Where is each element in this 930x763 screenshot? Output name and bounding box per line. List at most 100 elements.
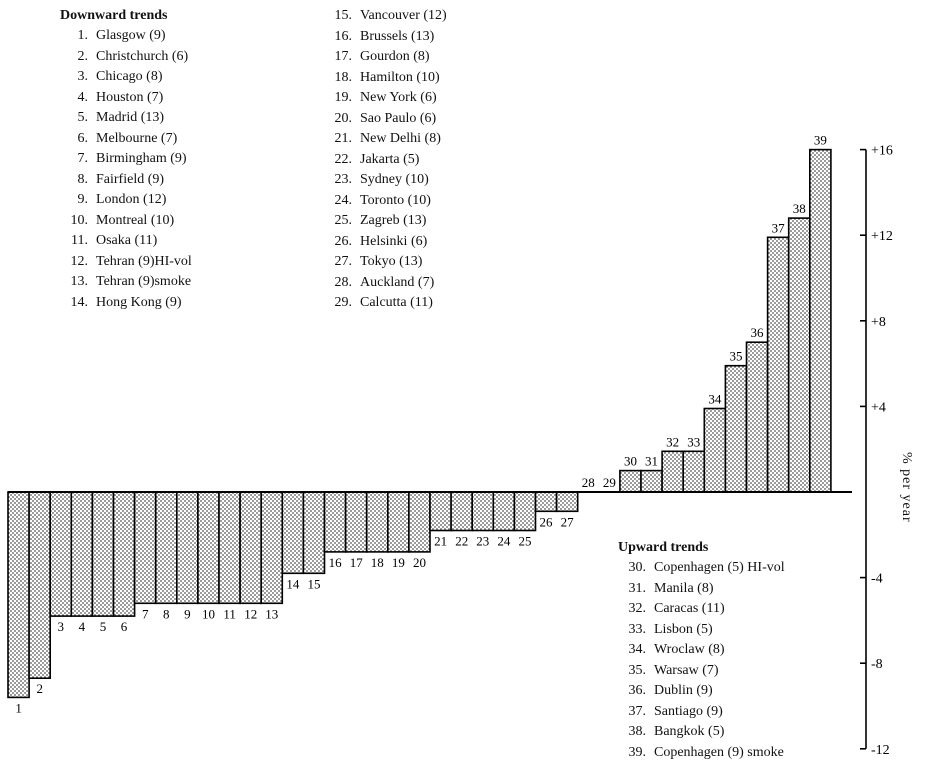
legend-item-number: 25. <box>324 211 360 232</box>
legend-item-label: Copenhagen (5) HI-vol <box>654 558 785 579</box>
legend-item: 2.Christchurch (6) <box>60 47 192 68</box>
bar-label-20: 20 <box>413 555 426 570</box>
bar-label-19: 19 <box>392 555 405 570</box>
legend-item-label: Fairfield (9) <box>96 170 164 191</box>
bar-7 <box>135 492 156 603</box>
legend-item-label: Toronto (10) <box>360 191 431 212</box>
legend-item-label: Christchurch (6) <box>96 47 188 68</box>
legend-item: 37.Santiago (9) <box>618 702 785 723</box>
legend-item-number: 4. <box>60 88 96 109</box>
legend-item-label: London (12) <box>96 190 166 211</box>
legend-item: 38.Bangkok (5) <box>618 722 785 743</box>
legend-item-label: Osaka (11) <box>96 231 157 252</box>
y-tick-label: -12 <box>871 743 890 758</box>
legend-item-number: 38. <box>618 722 654 743</box>
bar-label-27: 27 <box>561 514 575 529</box>
legend-item-label: Warsaw (7) <box>654 661 719 682</box>
legend-item: 19.New York (6) <box>324 88 447 109</box>
bar-label-21: 21 <box>434 534 447 549</box>
legend-item-label: Melbourne (7) <box>96 129 177 150</box>
legend-item-number: 22. <box>324 150 360 171</box>
legend-item-number: 9. <box>60 190 96 211</box>
legend-item-number: 23. <box>324 170 360 191</box>
legend-item: 16.Brussels (13) <box>324 27 447 48</box>
bar-label-39: 39 <box>814 133 827 148</box>
legend-item-label: Hamilton (10) <box>360 68 440 89</box>
bar-label-28: 28 <box>582 475 595 490</box>
legend-item-number: 18. <box>324 68 360 89</box>
legend-item: 17.Gourdon (8) <box>324 47 447 68</box>
bar-4 <box>71 492 92 616</box>
legend-downward-col2: 15.Vancouver (12)16.Brussels (13)17.Gour… <box>324 6 447 314</box>
bar-label-24: 24 <box>497 534 511 549</box>
legend-item-number: 21. <box>324 129 360 150</box>
legend-item-number: 31. <box>618 579 654 600</box>
legend-item-label: Tehran (9)HI-vol <box>96 252 192 273</box>
legend-item: 1.Glasgow (9) <box>60 26 192 47</box>
legend-item-number: 26. <box>324 232 360 253</box>
legend-item: 26.Helsinki (6) <box>324 232 447 253</box>
legend-item-number: 15. <box>324 6 360 27</box>
bar-2 <box>29 492 50 678</box>
legend-item: 28.Auckland (7) <box>324 273 447 294</box>
legend-item: 15.Vancouver (12) <box>324 6 447 27</box>
legend-item-label: Helsinki (6) <box>360 232 427 253</box>
bar-label-7: 7 <box>142 606 149 621</box>
legend-item: 5.Madrid (13) <box>60 108 192 129</box>
y-tick-label: -8 <box>871 657 883 672</box>
bar-11 <box>219 492 240 603</box>
bar-31 <box>641 471 662 492</box>
legend-item-label: Manila (8) <box>654 579 713 600</box>
legend-item-number: 30. <box>618 558 654 579</box>
bar-13 <box>261 492 282 603</box>
bar-10 <box>198 492 219 603</box>
legend-item-number: 19. <box>324 88 360 109</box>
legend-item-number: 32. <box>618 599 654 620</box>
bar-label-26: 26 <box>540 514 554 529</box>
bar-14 <box>282 492 303 573</box>
legend-item-label: New Delhi (8) <box>360 129 441 150</box>
bar-label-31: 31 <box>645 454 658 469</box>
legend-item-number: 13. <box>60 272 96 293</box>
bar-label-2: 2 <box>36 681 43 696</box>
legend-item: 4.Houston (7) <box>60 88 192 109</box>
bar-label-13: 13 <box>265 606 278 621</box>
legend-item-number: 6. <box>60 129 96 150</box>
legend-item-number: 24. <box>324 191 360 212</box>
legend-item-label: Zagreb (13) <box>360 211 426 232</box>
legend-item: 18.Hamilton (10) <box>324 68 447 89</box>
y-tick-label: +8 <box>871 315 886 330</box>
legend-item-number: 36. <box>618 681 654 702</box>
bar-20 <box>409 492 430 552</box>
legend-item-number: 14. <box>60 293 96 314</box>
bar-34 <box>704 409 725 493</box>
bar-1 <box>8 492 29 697</box>
legend-item-number: 34. <box>618 640 654 661</box>
legend-item: 14.Hong Kong (9) <box>60 293 192 314</box>
legend-item-number: 35. <box>618 661 654 682</box>
legend-item-label: Calcutta (11) <box>360 293 433 314</box>
bar-33 <box>683 451 704 492</box>
legend-item: 27.Tokyo (13) <box>324 252 447 273</box>
bar-37 <box>768 237 789 492</box>
legend-item: 22.Jakarta (5) <box>324 150 447 171</box>
y-tick-label: +4 <box>871 400 886 415</box>
legend-item-number: 7. <box>60 149 96 170</box>
bar-16 <box>325 492 346 552</box>
legend-item-label: Birmingham (9) <box>96 149 187 170</box>
bar-label-34: 34 <box>708 392 722 407</box>
legend-item-number: 2. <box>60 47 96 68</box>
legend-item: 32.Caracas (11) <box>618 599 785 620</box>
bar-label-14: 14 <box>286 576 300 591</box>
legend-item: 24.Toronto (10) <box>324 191 447 212</box>
legend-item-number: 33. <box>618 620 654 641</box>
bar-36 <box>747 342 768 492</box>
legend-item-label: Caracas (11) <box>654 599 725 620</box>
bar-label-8: 8 <box>163 606 170 621</box>
legend-item-number: 5. <box>60 108 96 129</box>
bar-18 <box>367 492 388 552</box>
bar-3 <box>50 492 71 616</box>
bar-39 <box>810 150 831 492</box>
legend-item: 6.Melbourne (7) <box>60 129 192 150</box>
